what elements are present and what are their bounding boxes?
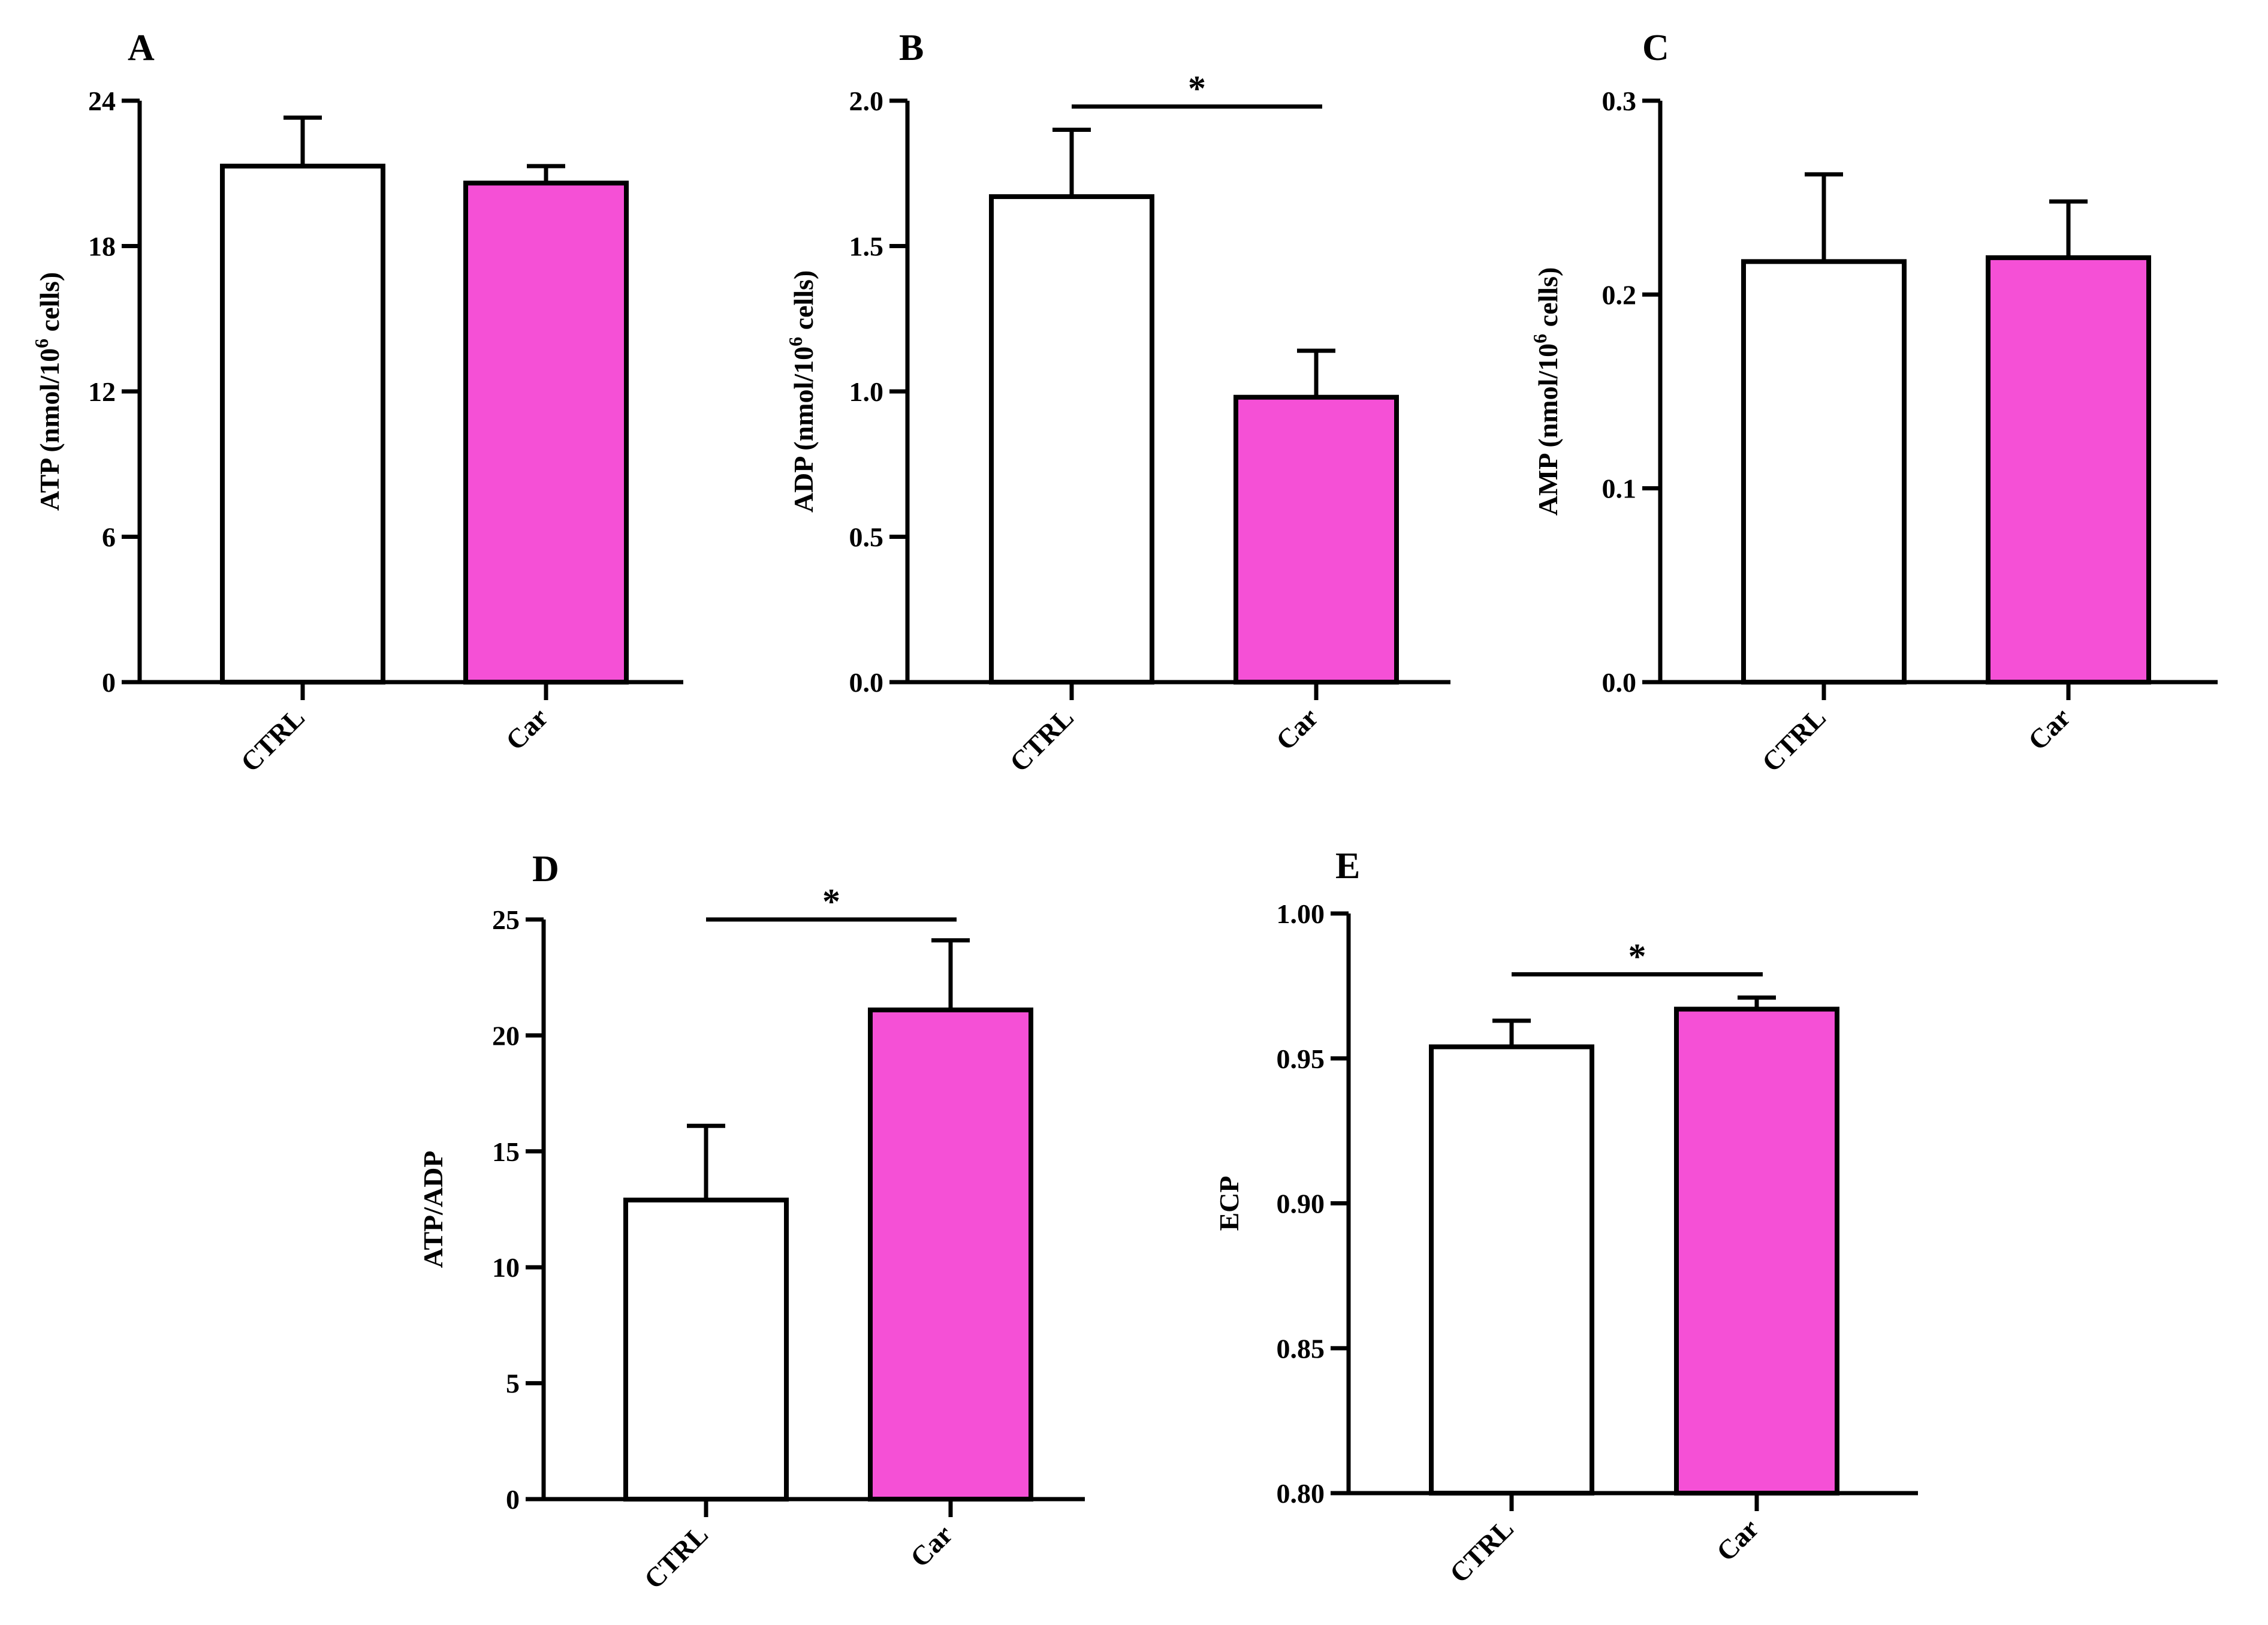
y-tick-label: 5 bbox=[506, 1368, 520, 1399]
y-tick-label: 0.1 bbox=[1602, 474, 1637, 504]
y-axis-label: ATP (nmol/106 cells) bbox=[31, 272, 65, 511]
panel-label: C bbox=[1642, 28, 1669, 68]
panel-c: C 0.0 0.1 0.2 0.3 AMP (nmol/106 cells) CTRL Car bbox=[1529, 28, 2218, 777]
bar-car bbox=[463, 180, 629, 685]
y-tick-label: 20 bbox=[492, 1020, 520, 1051]
y-tick-label: 0.0 bbox=[849, 667, 884, 698]
significance-star: * bbox=[1628, 937, 1646, 976]
y-axis-label-prefix: ECP bbox=[1214, 1176, 1244, 1231]
panel-b: B 0.0 0.5 1.0 1.5 2.0 ADP (nmol/106 cells) CTRL… bbox=[785, 28, 1450, 777]
y-tick-label: 0.0 bbox=[1602, 667, 1637, 698]
y-tick-label: 0.80 bbox=[1277, 1478, 1325, 1509]
y-axis-label-prefix: AMP (nmol/10 bbox=[1533, 343, 1563, 515]
bar-ctrl bbox=[1429, 1044, 1594, 1496]
y-tick-label: 2.0 bbox=[849, 86, 884, 116]
bar-car bbox=[1986, 255, 2151, 685]
y-tick-label: 1.5 bbox=[849, 231, 884, 262]
x-category-label-car: Car bbox=[2022, 702, 2076, 756]
y-axis-label-suffix: cells) bbox=[34, 272, 65, 339]
x-category-label-ctrl: CTRL bbox=[1444, 1513, 1519, 1588]
panel-label: D bbox=[532, 849, 559, 890]
y-axis-label: AMP (nmol/106 cells) bbox=[1529, 267, 1563, 516]
y-tick-label: 15 bbox=[492, 1136, 520, 1167]
y-tick-label: 25 bbox=[492, 905, 520, 935]
bar-car bbox=[1674, 1006, 1839, 1496]
y-axis-label: ADP (nmol/106 cells) bbox=[785, 270, 819, 512]
y-tick-label: 24 bbox=[88, 86, 116, 116]
y-axis-label-superscript: 6 bbox=[1529, 334, 1551, 343]
y-axis-label-prefix: ATP/ADP bbox=[418, 1151, 448, 1268]
y-axis-label-prefix: ADP (nmol/10 bbox=[788, 346, 819, 512]
y-tick-label: 12 bbox=[88, 376, 116, 407]
bar-ctrl bbox=[623, 1198, 789, 1502]
bar-ctrl bbox=[1741, 259, 1907, 685]
bar-ctrl bbox=[989, 194, 1154, 685]
x-category-label-car: Car bbox=[1270, 702, 1324, 756]
x-category-label-ctrl: CTRL bbox=[1004, 702, 1079, 777]
y-tick-label: 6 bbox=[102, 522, 116, 553]
panel-label: E bbox=[1335, 846, 1360, 887]
y-axis-label-superscript: 6 bbox=[785, 337, 806, 346]
y-tick-label: 0.5 bbox=[849, 522, 884, 553]
panel-e: E 0.80 0.85 0.90 0.95 1.00 ECP CTRL Car * bbox=[1214, 846, 1918, 1588]
bar-car bbox=[1233, 394, 1399, 685]
y-axis-label-suffix: cells) bbox=[788, 270, 819, 337]
x-category-label-ctrl: CTRL bbox=[235, 702, 310, 777]
y-tick-label: 1.00 bbox=[1277, 899, 1325, 929]
x-category-label-ctrl: CTRL bbox=[638, 1519, 714, 1594]
x-category-label-car: Car bbox=[904, 1519, 958, 1573]
bar-car bbox=[868, 1007, 1033, 1502]
y-tick-label: 0.85 bbox=[1277, 1333, 1325, 1364]
x-category-label-car: Car bbox=[500, 702, 554, 756]
y-tick-label: 0 bbox=[506, 1484, 520, 1515]
y-axis-label-prefix: ATP (nmol/10 bbox=[34, 348, 65, 511]
significance-star: * bbox=[822, 882, 840, 921]
y-axis-label: ECP bbox=[1214, 1176, 1244, 1231]
y-tick-label: 0.2 bbox=[1602, 279, 1637, 310]
y-tick-label: 0.3 bbox=[1602, 86, 1637, 116]
y-tick-label: 10 bbox=[492, 1252, 520, 1283]
y-axis-label-superscript: 6 bbox=[31, 339, 52, 348]
panel-label: B bbox=[899, 28, 924, 68]
y-tick-label: 0.95 bbox=[1277, 1044, 1325, 1074]
y-axis-label-suffix: cells) bbox=[1533, 267, 1563, 334]
panel-d: D 0 5 10 15 20 25 ATP/ADP CTRL Car * bbox=[418, 849, 1085, 1594]
y-axis-label: ATP/ADP bbox=[418, 1151, 448, 1268]
significance-star: * bbox=[1188, 69, 1206, 108]
y-tick-label: 0.90 bbox=[1277, 1189, 1325, 1219]
y-tick-label: 0 bbox=[102, 667, 116, 698]
x-category-label-car: Car bbox=[1711, 1513, 1765, 1567]
y-tick-label: 18 bbox=[88, 231, 116, 262]
bar-ctrl bbox=[220, 164, 385, 685]
x-category-label-ctrl: CTRL bbox=[1756, 702, 1832, 777]
y-tick-label: 1.0 bbox=[849, 376, 884, 407]
panel-label: A bbox=[128, 28, 155, 68]
